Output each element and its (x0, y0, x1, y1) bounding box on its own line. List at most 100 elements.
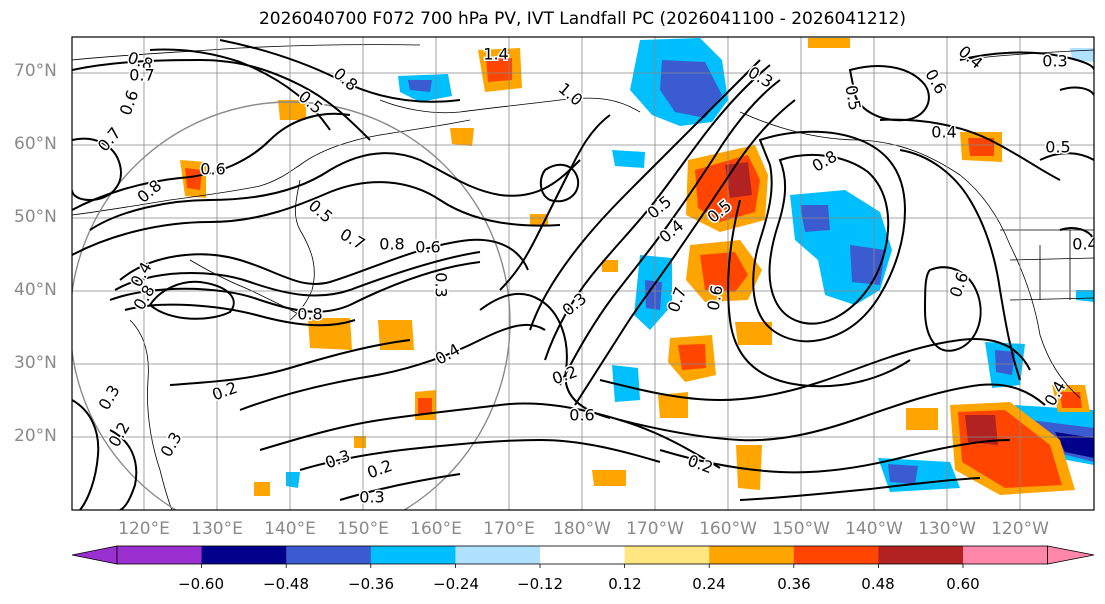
pv-contour (599, 338, 1031, 402)
pos-anomaly (254, 482, 270, 496)
contour-label: 0.5 (1045, 138, 1070, 157)
pv-contour (574, 99, 796, 406)
pv-contour (479, 292, 611, 419)
neg-anomaly (286, 472, 300, 488)
plot-area (72, 37, 1094, 510)
pos-anomaly (354, 436, 366, 448)
colorbar-extend-high (1047, 545, 1095, 565)
pv-contour (768, 153, 890, 325)
lon-label: 180°W (553, 519, 611, 539)
pos-anomaly (378, 320, 414, 350)
colorbar-tick-label: −0.60 (178, 575, 224, 593)
pv-contour (119, 238, 529, 285)
colorbar-tick-label: 0.24 (692, 575, 726, 593)
lon-label: 140°W (845, 519, 903, 539)
colorbar-swatch (963, 546, 1049, 564)
pv-contour (619, 383, 1046, 442)
pv-contour (72, 399, 100, 510)
pos-anomaly (808, 38, 850, 48)
contour-label: 0.6 (703, 284, 726, 312)
pv-contour (219, 39, 461, 103)
contour-label: 0.8 (297, 305, 322, 324)
pv-contour (109, 261, 481, 313)
pv-contour (1059, 227, 1094, 241)
contour-label: 0.7 (129, 66, 154, 85)
neg-anomaly (1070, 48, 1094, 62)
neg-anomaly (1055, 432, 1094, 458)
lon-label: 150°W (772, 519, 830, 539)
lat-label-70n: 70°N (14, 61, 57, 81)
colorbar-tick-label: −0.36 (348, 575, 394, 593)
lat-label-30n: 30°N (14, 353, 57, 373)
lon-label: 150°E (337, 519, 389, 539)
colorbar-swatch (117, 546, 203, 564)
contour-label: 0.3 (432, 272, 451, 297)
pv-contour (114, 251, 481, 297)
pos-anomaly (735, 322, 772, 345)
pv-contour (899, 149, 1021, 381)
pv-contour (879, 118, 1061, 181)
lon-label: 120°W (991, 519, 1049, 539)
lon-label: 140°E (264, 519, 316, 539)
colorbar-extend-low (71, 545, 118, 565)
colorbar-swatch (201, 546, 287, 564)
colorbar-tick-label: 0.60 (946, 575, 980, 593)
neg-anomaly (888, 464, 918, 484)
pv-contour (1039, 152, 1094, 161)
pv-contour (89, 152, 581, 231)
pv-contour (239, 323, 546, 411)
colorbar-tick-label: −0.48 (263, 575, 309, 593)
lat-label-40n: 40°N (14, 280, 57, 300)
contour-label: 0.4 (931, 123, 956, 142)
lon-label: 130°E (191, 519, 243, 539)
colorbar-swatch (793, 546, 879, 564)
pos-anomaly (700, 252, 748, 292)
colorbar (71, 545, 1095, 568)
pos-anomaly (278, 100, 306, 120)
pv-contour (539, 163, 580, 203)
pv-contour (923, 266, 982, 352)
pos-anomaly (906, 408, 938, 430)
lon-label: 120°E (118, 519, 170, 539)
lat-label-60n: 60°N (14, 134, 57, 154)
colorbar-tick-label: −0.24 (433, 575, 479, 593)
pos-anomaly (486, 58, 512, 82)
pv-contour (1059, 86, 1094, 96)
pos-anomaly (185, 168, 202, 190)
pv-contour (259, 402, 721, 469)
pv-contour (559, 79, 781, 386)
lat-label-50n: 50°N (14, 207, 57, 227)
neg-anomaly (1076, 290, 1094, 302)
neg-anomaly (995, 350, 1015, 375)
pv-contour (72, 137, 122, 202)
lon-label: 170°W (626, 519, 684, 539)
colorbar-swatch (709, 546, 795, 564)
pos-anomaly (678, 344, 706, 370)
pos-anomaly (965, 415, 998, 445)
pv-contour (109, 429, 138, 510)
neg-anomaly (660, 60, 722, 118)
colorbar-swatch (624, 546, 710, 564)
pos-anomaly (968, 138, 994, 156)
pv-contour (72, 181, 561, 256)
contour-label: 0.6 (415, 238, 440, 257)
pv-contour (848, 65, 930, 122)
pv-contour (752, 130, 907, 343)
pv-contour (959, 51, 1094, 71)
pos-anomaly (450, 128, 474, 146)
pos-anomaly (602, 260, 618, 272)
contour-label: 0.4 (1072, 235, 1097, 254)
contour-label: 0.6 (569, 406, 594, 425)
pv-contour (727, 199, 911, 388)
neg-anomaly (645, 280, 662, 310)
lon-label: 130°W (918, 519, 976, 539)
colorbar-frame (116, 545, 1048, 565)
neg-anomaly (408, 80, 432, 92)
pv-contour (499, 114, 611, 291)
pos-anomaly (592, 470, 626, 486)
reference-circle (72, 101, 511, 510)
neg-anomaly (800, 205, 830, 232)
colorbar-tick-label: −0.12 (517, 575, 563, 593)
pos-anomaly (1060, 392, 1082, 408)
